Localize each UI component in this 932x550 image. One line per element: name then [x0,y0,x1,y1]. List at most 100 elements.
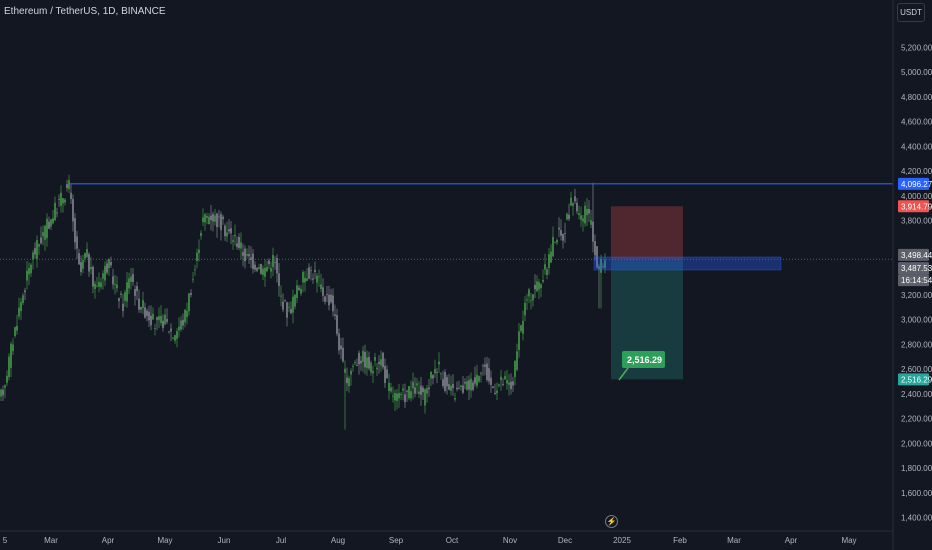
candle-body [20,302,22,312]
target-callout[interactable]: 2,516.29 [618,351,665,381]
candle-body [486,363,488,381]
candle-body [18,307,20,317]
candle-body [70,192,72,200]
candle-body [102,273,104,279]
candle-body [220,214,222,231]
y-tick-label: 2,800.00 [901,340,932,349]
x-tick-label: Aug [331,536,345,545]
entry-zone[interactable] [593,256,782,271]
candle-body [362,350,364,362]
price-tag-resistance-text: 4,096.27 [901,180,932,189]
candle-body [476,374,478,386]
candle-body [258,267,260,270]
candle-body [504,376,506,380]
y-tick-label: 2,400.00 [901,390,932,399]
candle-body [496,390,498,394]
candle-body [274,262,276,263]
candle-body [378,361,380,365]
candle-body [484,364,486,367]
candle-body [578,213,580,216]
candle-body [300,288,302,294]
lightning-bolt-icon[interactable]: ⚡ [605,515,618,528]
candle-body [584,205,586,224]
candle-body [516,351,518,370]
candle-body [98,281,100,287]
candle-body [36,240,38,259]
candle-body [142,300,144,308]
candle-body [428,387,430,390]
candle-body [536,281,538,292]
candle-body [570,197,572,206]
candle-body [190,292,192,295]
candle-body [242,252,244,256]
candle-body [374,356,376,361]
candle-body [266,267,268,272]
candle-body [224,225,226,237]
candle-body [400,394,402,396]
candle-body [24,290,26,293]
price-tag-last: 3,498.44 [898,248,932,261]
candle-body [76,236,78,249]
candle-body [558,227,560,230]
candle-body [308,267,310,279]
candle-body [162,320,164,329]
candle-body [472,382,474,390]
candle-body [232,240,234,242]
candle-body [380,359,382,366]
candle-body [412,381,414,389]
candle-body [312,278,314,280]
candle-body [332,295,334,312]
candle-body [128,278,130,289]
symbol-title[interactable]: Ethereum / TetherUS, 1D, BINANCE [4,6,166,17]
candle-body [282,301,284,310]
candle-body [180,320,182,330]
currency-unit-button[interactable]: USDT [897,3,925,22]
candle-body [474,377,476,384]
candle-body [140,307,142,310]
candle-body [148,311,150,321]
x-tick-label: Nov [503,536,517,545]
price-tag-resistance: 4,096.27 [898,177,932,190]
candle-body [56,212,58,214]
candle-body [560,230,562,236]
candle-body [8,356,10,378]
candle-body [288,306,290,308]
time-axis[interactable]: 5 Mar Apr May Jun Jul Aug Sep Oct Nov Dec 2025 Feb Ma… [3,536,857,545]
candle-body [168,331,170,333]
stop-loss-zone[interactable] [611,206,683,260]
candle-body [260,263,262,274]
candle-body [358,352,360,365]
candle-body [420,385,422,395]
candle-body [116,284,118,289]
price-tag-countdown: 16:14:54 [898,274,932,287]
candle-body [30,264,32,274]
candle-body [368,356,370,369]
price-axis[interactable]: 1,400.00 1,600.00 1,800.00 2,000.00 2,200.00… [901,43,932,522]
candle-body [494,392,496,395]
y-tick-label: 2,200.00 [901,415,932,424]
candle-body [352,366,354,367]
candle-body [326,294,328,295]
candle-body [238,236,240,248]
candle-body [2,389,4,396]
candle-body [244,248,246,262]
x-tick-label: Mar [44,536,58,545]
candle-body [582,218,584,222]
x-tick-label: 2025 [613,536,631,545]
candle-body [414,387,416,394]
candle-body [106,263,108,273]
candle-body [356,364,358,366]
candle-body [336,315,338,334]
candle-body [546,269,548,276]
candle-body [602,266,604,268]
candle-body [364,351,366,368]
x-tick-label: Jul [276,536,286,545]
candle-body [600,258,602,273]
candle-body [436,371,438,373]
candle-body [522,320,524,334]
candle-body [564,233,566,234]
x-tick-label: Sep [389,536,404,545]
candle-body [66,184,68,189]
candle-body [54,202,56,221]
